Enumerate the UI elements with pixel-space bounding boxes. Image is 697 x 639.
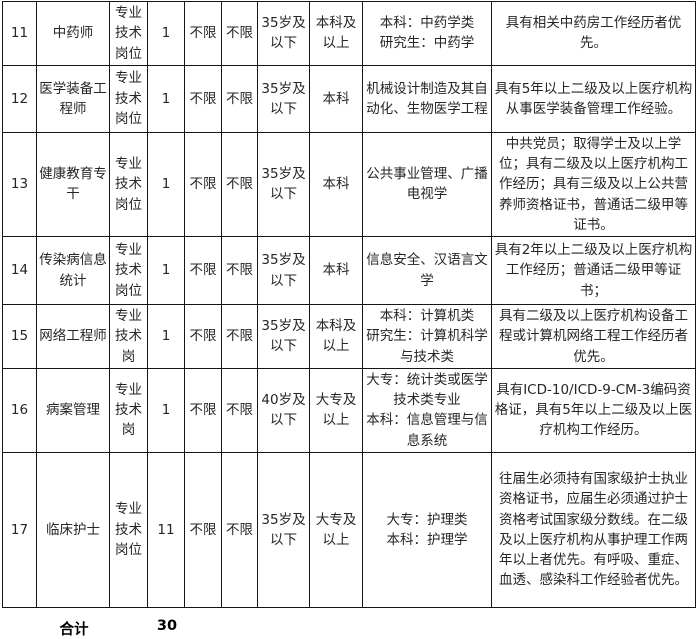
cell-headcount: 1 [147, 1, 185, 66]
cell-seq: 12 [2, 64, 37, 133]
cell-restriction-1: 不限 [184, 451, 222, 608]
cell-restriction-2: 不限 [221, 451, 258, 608]
cell-requirements: 具有5年以上二级及以上医疗机构从事医学装备管理工作经验。 [491, 64, 696, 133]
cell-position-name: 中药师 [36, 1, 110, 66]
cell-restriction-2: 不限 [221, 1, 258, 66]
cell-seq: 14 [2, 236, 37, 305]
cell-requirements: 具有2年以上二级及以上医疗机构工作经历；普通话二级甲等证书； [491, 236, 696, 305]
cell-restriction-2: 不限 [221, 64, 258, 133]
cell-position-name: 网络工程师 [36, 304, 110, 369]
cell-age-limit: 35岁及以下 [257, 64, 310, 133]
cell-restriction-1: 不限 [184, 131, 222, 238]
cell-restriction-1: 不限 [184, 1, 222, 66]
cell-education: 本科及以上 [309, 304, 363, 369]
cell-education: 大专及以上 [309, 451, 363, 608]
totals-label: 合计 [59, 622, 89, 638]
cell-education: 本科 [309, 131, 363, 238]
totals-value: 30 [156, 618, 178, 634]
cell-position-name: 临床护士 [36, 451, 110, 608]
cell-seq: 17 [2, 451, 37, 608]
cell-restriction-1: 不限 [184, 236, 222, 305]
cell-seq: 15 [2, 304, 37, 369]
cell-age-limit: 35岁及以下 [257, 451, 310, 608]
table-row: 17 临床护士 专业技术岗位 11 不限 不限 35岁及以下 大专及以上 大专：… [2, 451, 696, 608]
cell-restriction-1: 不限 [184, 367, 222, 453]
cell-post-type: 专业技术岗位 [109, 64, 148, 133]
cell-education: 本科及以上 [309, 1, 363, 66]
cell-major: 信息安全、汉语言文学 [362, 236, 492, 305]
cell-education: 本科 [309, 236, 363, 305]
cell-restriction-2: 不限 [221, 367, 258, 453]
cell-requirements: 往届生必须持有国家级护士执业资格证书，应届生必须通过护士资格考试国家级分数线。在… [491, 451, 696, 608]
table-row: 11 中药师 专业技术岗位 1 不限 不限 35岁及以下 本科及以上 本科：中药… [2, 1, 696, 66]
cell-major: 机械设计制造及其自动化、生物医学工程 [362, 64, 492, 133]
cell-position-name: 医学装备工程师 [36, 64, 110, 133]
cell-education: 大专及以上 [309, 367, 363, 453]
table-row: 16 病案管理 专业技术岗 1 不限 不限 40岁及以下 大专及以上 大专：统计… [2, 367, 696, 453]
cell-requirements: 具有相关中药房工作经历者优先。 [491, 1, 696, 66]
cell-restriction-2: 不限 [221, 131, 258, 238]
cell-post-type: 专业技术岗位 [109, 236, 148, 305]
cell-position-name: 健康教育专干 [36, 131, 110, 238]
cell-headcount: 1 [147, 304, 185, 369]
cell-age-limit: 35岁及以下 [257, 1, 310, 66]
cell-headcount: 1 [147, 367, 185, 453]
cell-position-name: 病案管理 [36, 367, 110, 453]
cell-age-limit: 35岁及以下 [257, 236, 310, 305]
cell-major: 本科：中药学类 研究生：中药学 [362, 1, 492, 66]
cell-major: 大专：护理类 本科：护理学 [362, 451, 492, 608]
table-row: 13 健康教育专干 专业技术岗位 1 不限 不限 35岁及以下 本科 公共事业管… [2, 131, 696, 238]
cell-headcount: 1 [147, 131, 185, 238]
cell-post-type: 专业技术岗位 [109, 451, 148, 608]
cell-restriction-2: 不限 [221, 304, 258, 369]
cell-requirements: 具有ICD-10/ICD-9-CM-3编码资格证，具有5年以上二级及以上医疗机构… [491, 367, 696, 453]
totals-row: 合计 30 [2, 618, 695, 639]
cell-seq: 11 [2, 1, 37, 66]
recruitment-positions-table: 11 中药师 专业技术岗位 1 不限 不限 35岁及以下 本科及以上 本科：中药… [2, 1, 696, 608]
cell-headcount: 11 [147, 451, 185, 608]
cell-post-type: 专业技术岗位 [109, 131, 148, 238]
cell-position-name: 传染病信息统计 [36, 236, 110, 305]
table-row: 12 医学装备工程师 专业技术岗位 1 不限 不限 35岁及以下 本科 机械设计… [2, 64, 696, 133]
table-row: 14 传染病信息统计 专业技术岗位 1 不限 不限 35岁及以下 本科 信息安全… [2, 236, 696, 305]
cell-restriction-1: 不限 [184, 304, 222, 369]
cell-major: 公共事业管理、广播电视学 [362, 131, 492, 238]
cell-seq: 13 [2, 131, 37, 238]
cell-education: 本科 [309, 64, 363, 133]
cell-headcount: 1 [147, 236, 185, 305]
cell-restriction-2: 不限 [221, 236, 258, 305]
cell-major: 本科：计算机类 研究生：计算机科学与技术类 [362, 304, 492, 369]
cell-seq: 16 [2, 367, 37, 453]
cell-requirements: 中共党员；取得学士及以上学位；具有二级及以上医疗机构工作经历；具有三级及以上公共… [491, 131, 696, 238]
cell-major: 大专：统计类或医学技术类专业 本科：信息管理与信息系统 [362, 367, 492, 453]
cell-requirements: 具有二级及以上医疗机构设备工程或计算机网络工程工作经历者优先。 [491, 304, 696, 369]
cell-age-limit: 40岁及以下 [257, 367, 310, 453]
cell-post-type: 专业技术岗 [109, 304, 148, 369]
cell-post-type: 专业技术岗 [109, 367, 148, 453]
cell-age-limit: 35岁及以下 [257, 304, 310, 369]
cell-restriction-1: 不限 [184, 64, 222, 133]
table-row: 15 网络工程师 专业技术岗 1 不限 不限 35岁及以下 本科及以上 本科：计… [2, 304, 696, 369]
cell-post-type: 专业技术岗位 [109, 1, 148, 66]
cell-headcount: 1 [147, 64, 185, 133]
cell-age-limit: 35岁及以下 [257, 131, 310, 238]
